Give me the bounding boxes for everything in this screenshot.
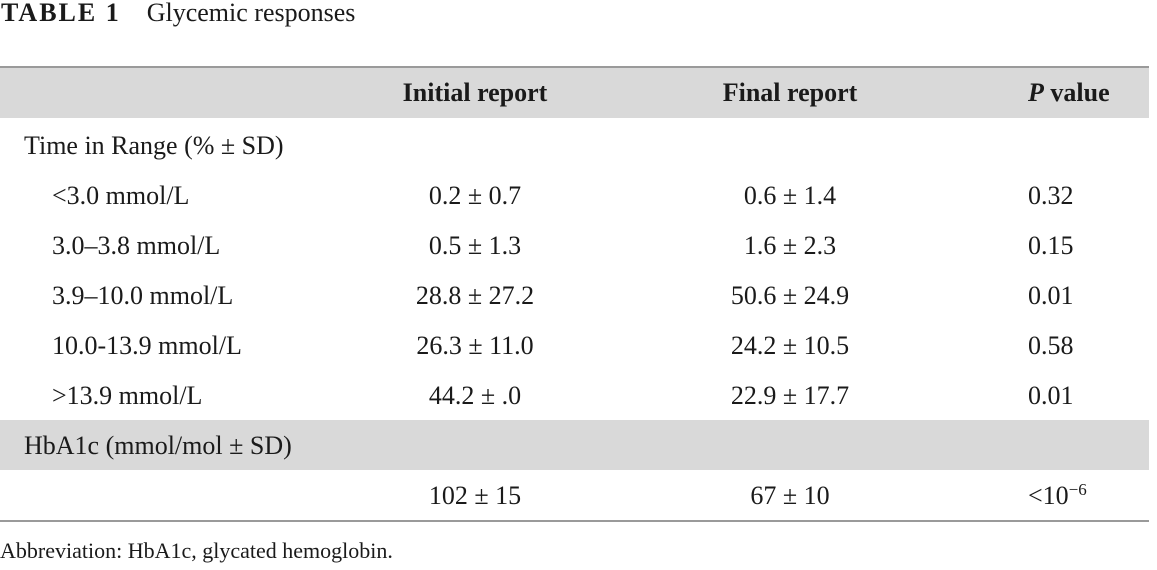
cell-p-value: 0.01 — [1028, 281, 1074, 310]
row-label: <3.0 mmol/L — [52, 181, 190, 210]
header-p-italic: P — [1028, 78, 1044, 107]
p-value-base: <10 — [1028, 481, 1069, 510]
cell-initial: 0.5 ± 1.3 — [428, 231, 522, 260]
header-p-rest: value — [1043, 78, 1110, 107]
row-label: 10.0-13.9 mmol/L — [52, 331, 242, 360]
header-p-value: P value — [1028, 77, 1110, 109]
cell-final: 1.6 ± 2.3 — [743, 231, 837, 260]
header-initial-report: Initial report — [402, 78, 548, 107]
cell-final: 24.2 ± 10.5 — [730, 331, 850, 360]
cell-initial: 102 ± 15 — [428, 481, 522, 510]
header-band — [0, 68, 1149, 118]
cell-final: 67 ± 10 — [750, 481, 830, 510]
cell-final: 0.6 ± 1.4 — [743, 181, 837, 210]
section-title-hba1c: HbA1c (mmol/mol ± SD) — [24, 431, 292, 460]
cell-p-value: 0.01 — [1028, 381, 1074, 410]
row-label: 3.0–3.8 mmol/L — [52, 231, 221, 260]
p-value-exponent: −6 — [1068, 480, 1087, 499]
table-caption: TABLE 1 Glycemic responses — [1, 0, 355, 30]
table-footnote: Abbreviation: HbA1c, glycated hemoglobin… — [0, 538, 393, 563]
cell-p-value: 0.15 — [1028, 231, 1074, 260]
cell-p-value: 0.32 — [1028, 181, 1074, 210]
cell-p-value: 0.58 — [1028, 331, 1074, 360]
table-label: TABLE 1 — [1, 0, 121, 27]
section-band-hba1c — [0, 420, 1149, 470]
header-final-report: Final report — [722, 78, 858, 107]
row-label: >13.9 mmol/L — [52, 381, 203, 410]
bottom-rule — [0, 520, 1149, 522]
table-title: Glycemic responses — [146, 0, 356, 27]
cell-p-value: <10−6 — [1028, 480, 1087, 512]
section-title-time-in-range: Time in Range (% ± SD) — [24, 131, 284, 160]
cell-initial: 0.2 ± 0.7 — [428, 181, 522, 210]
top-rule — [0, 66, 1149, 68]
cell-final: 50.6 ± 24.9 — [730, 281, 850, 310]
cell-initial: 44.2 ± .0 — [428, 381, 522, 410]
cell-final: 22.9 ± 17.7 — [730, 381, 850, 410]
row-label: 3.9–10.0 mmol/L — [52, 281, 234, 310]
cell-initial: 26.3 ± 11.0 — [416, 331, 534, 360]
cell-initial: 28.8 ± 27.2 — [415, 281, 535, 310]
